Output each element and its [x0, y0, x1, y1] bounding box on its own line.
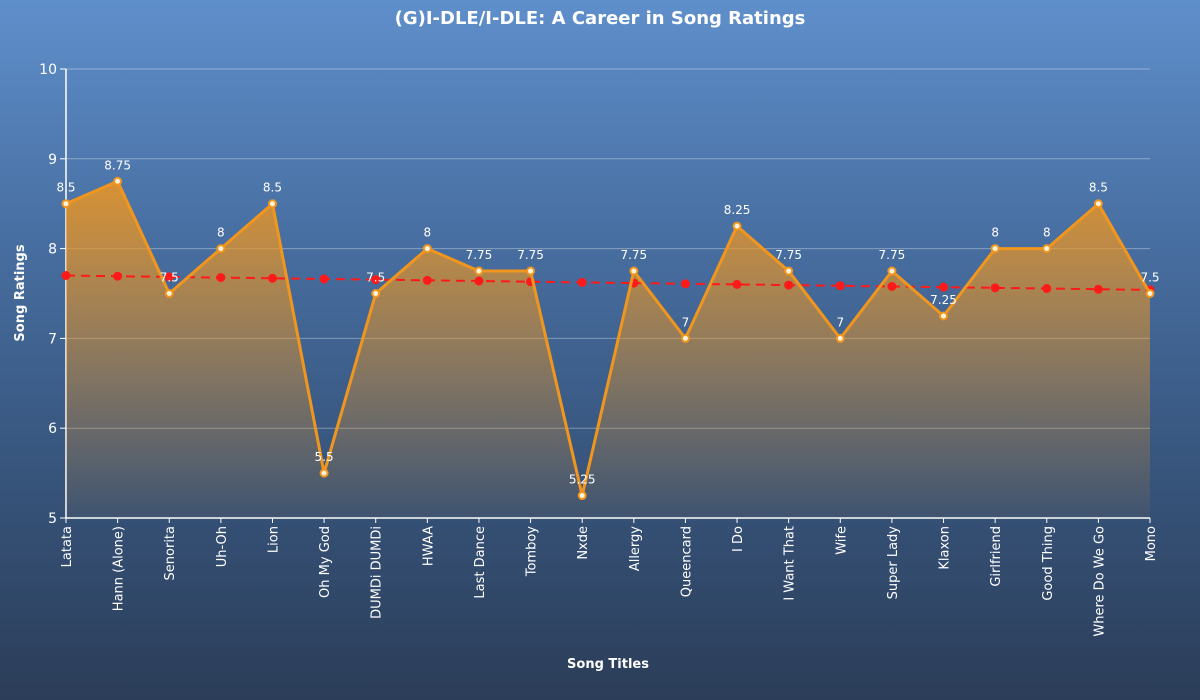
- trend-point: [61, 271, 71, 281]
- trend-point: [164, 272, 174, 282]
- rating-point: [422, 244, 432, 254]
- rating-point: [1093, 199, 1103, 209]
- rating-area: [66, 181, 1150, 518]
- data-label: 7.5: [160, 271, 179, 285]
- x-tick-label: Last Dance: [473, 526, 488, 599]
- data-label: 8.5: [1089, 181, 1108, 195]
- data-label: 8: [217, 226, 225, 240]
- y-tick-label: 7: [48, 331, 57, 347]
- data-label: 7.75: [620, 248, 647, 262]
- x-tick-label: Hann (Alone): [112, 526, 127, 611]
- data-label: 7.75: [775, 248, 802, 262]
- rating-point: [164, 289, 174, 298]
- data-label: 7.25: [930, 293, 957, 307]
- rating-point: [319, 468, 329, 478]
- data-label: 7.75: [517, 248, 544, 262]
- data-label: 7.5: [1140, 271, 1159, 285]
- data-label: 7: [682, 315, 690, 329]
- trend-point: [939, 282, 949, 292]
- data-label: 8.5: [56, 181, 75, 195]
- trend-point: [990, 283, 1000, 293]
- x-tick-label: Girlfriend: [989, 526, 1004, 587]
- data-label: 7.5: [366, 271, 385, 285]
- rating-point: [526, 266, 536, 276]
- trend-point: [319, 274, 329, 284]
- y-tick-label: 5: [48, 511, 57, 527]
- trend-point: [371, 275, 381, 285]
- trend-point: [113, 271, 123, 281]
- trend-point: [577, 277, 587, 287]
- rating-point: [732, 221, 742, 231]
- trend-point: [474, 276, 484, 286]
- y-tick-label: 10: [39, 62, 57, 78]
- trend-point: [732, 279, 742, 289]
- x-axis-label: Song Titles: [567, 657, 649, 672]
- rating-point: [680, 333, 690, 343]
- data-label: 7.75: [466, 248, 493, 262]
- data-label: 8: [424, 226, 432, 240]
- trend-point: [835, 281, 845, 291]
- y-tick-label: 6: [48, 421, 57, 437]
- y-axis-label: Song Ratings: [13, 244, 28, 341]
- x-tick-label: Oh My God: [318, 526, 333, 598]
- x-tick-label: Uh-Oh: [215, 526, 230, 567]
- rating-point: [835, 333, 845, 343]
- x-tick-label: I Want That: [783, 526, 798, 601]
- rating-point: [990, 244, 1000, 254]
- x-tick-label: Tomboy: [525, 526, 540, 578]
- x-tick-label: Good Thing: [1041, 526, 1056, 601]
- data-label: 7: [836, 315, 844, 329]
- rating-point: [939, 311, 949, 321]
- x-tick-label: DUMDi DUMDi: [370, 526, 385, 619]
- rating-point: [113, 176, 123, 186]
- data-label: 8: [1043, 226, 1051, 240]
- x-tick-label: Senorita: [163, 526, 178, 580]
- y-tick-label: 9: [48, 152, 57, 168]
- x-tick-label: I Do: [731, 526, 746, 552]
- rating-point: [577, 491, 587, 501]
- rating-point: [784, 266, 794, 276]
- rating-line: [65, 179, 1152, 498]
- trend-point: [1042, 284, 1052, 294]
- rating-point: [371, 289, 381, 298]
- rating-point: [1145, 289, 1155, 298]
- x-tick-label: Queencard: [679, 526, 694, 597]
- trend-line: [65, 274, 1151, 291]
- rating-point: [61, 199, 71, 209]
- y-tick-label: 8: [48, 242, 57, 258]
- rating-point: [629, 266, 639, 276]
- data-label: 5.5: [315, 450, 334, 464]
- trend-point: [680, 279, 690, 289]
- x-tick-label: Where Do We Go: [1092, 526, 1107, 637]
- trend-point: [422, 275, 432, 285]
- trend-point: [784, 280, 794, 290]
- rating-point: [474, 266, 484, 276]
- x-tick-label: Lion: [266, 526, 281, 553]
- rating-point: [216, 244, 226, 254]
- trend-point: [887, 281, 897, 291]
- trend-point: [1093, 284, 1103, 294]
- data-label: 8.5: [263, 181, 282, 195]
- x-tick-label: HWAA: [421, 526, 436, 566]
- chart-title: (G)I-DLE/I-DLE: A Career in Song Ratings: [395, 8, 806, 29]
- x-tick-label: Klaxon: [938, 526, 953, 570]
- x-tick-label: Mono: [1144, 526, 1159, 561]
- rating-point: [1042, 244, 1052, 254]
- x-tick-label: Latata: [60, 526, 75, 567]
- rating-point: [267, 199, 277, 209]
- x-tick-label: Nxde: [576, 526, 591, 560]
- rating-point: [887, 266, 897, 276]
- trend-point: [216, 273, 226, 283]
- data-label: 8.75: [104, 158, 131, 172]
- data-label: 8.25: [724, 203, 751, 217]
- trend-point: [267, 273, 277, 283]
- data-label: 7.75: [879, 248, 906, 262]
- x-tick-label: Wife: [834, 526, 849, 555]
- x-tick-label: Super Lady: [886, 526, 901, 600]
- data-label: 8: [991, 226, 999, 240]
- x-tick-label: Allergy: [628, 526, 643, 571]
- data-label: 5.25: [569, 473, 596, 487]
